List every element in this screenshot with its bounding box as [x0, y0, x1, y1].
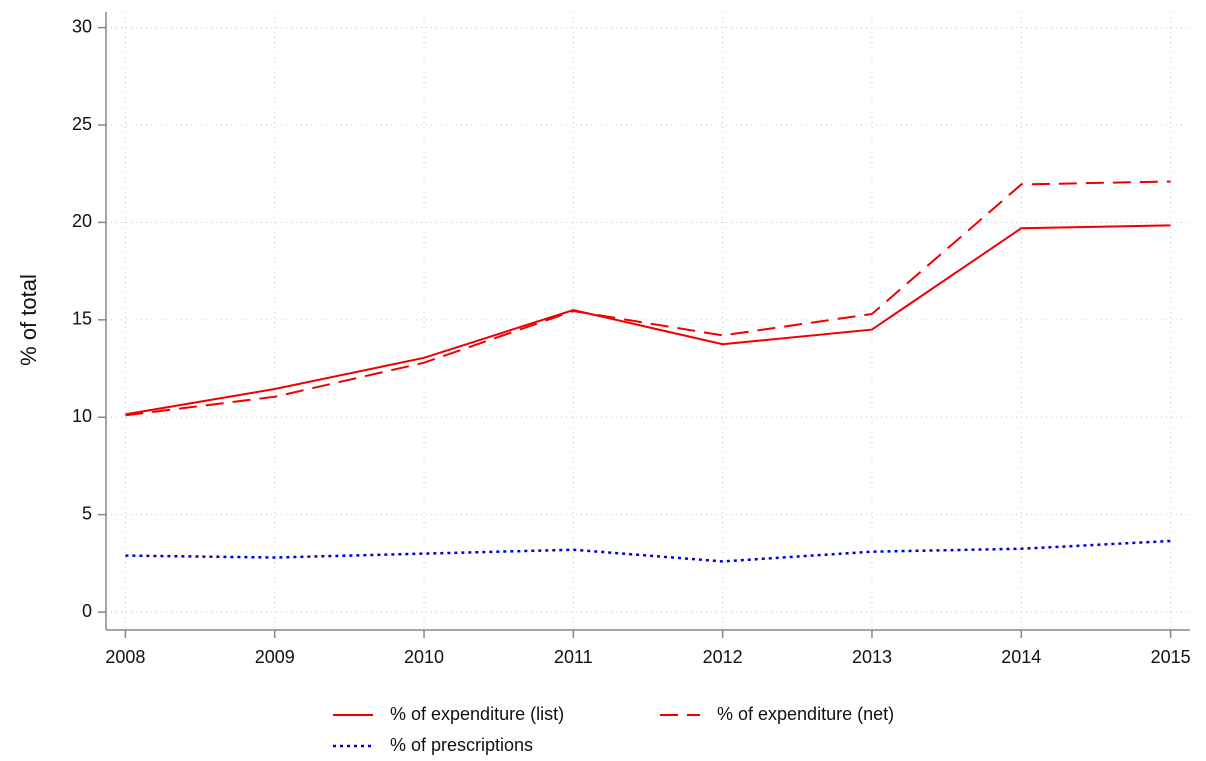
- legend-label: % of prescriptions: [390, 735, 533, 755]
- line-series: [125, 224, 1171, 416]
- y-tick-label: 0: [82, 601, 92, 621]
- x-tick-label: 2011: [554, 647, 593, 667]
- y-tick-label: 20: [72, 211, 92, 231]
- line-series: [125, 539, 1171, 563]
- y-tick-label: 10: [72, 406, 92, 426]
- line-series: [125, 180, 1171, 417]
- legend-label: % of expenditure (net): [717, 704, 894, 724]
- x-tick-label: 2008: [105, 647, 145, 667]
- x-tick-label: 2010: [404, 647, 444, 667]
- y-axis-label: % of total: [16, 274, 41, 366]
- y-tick-label: 25: [72, 114, 92, 134]
- y-tick-label: 15: [72, 309, 92, 329]
- x-tick-label: 2014: [1001, 647, 1041, 667]
- y-tick-label: 5: [82, 503, 92, 523]
- x-tick-label: 2015: [1151, 647, 1191, 667]
- legend-label: % of expenditure (list): [390, 704, 564, 724]
- x-tick-label: 2013: [852, 647, 892, 667]
- y-tick-label: 30: [72, 16, 92, 36]
- x-tick-label: 2009: [255, 647, 295, 667]
- x-tick-label: 2012: [703, 647, 743, 667]
